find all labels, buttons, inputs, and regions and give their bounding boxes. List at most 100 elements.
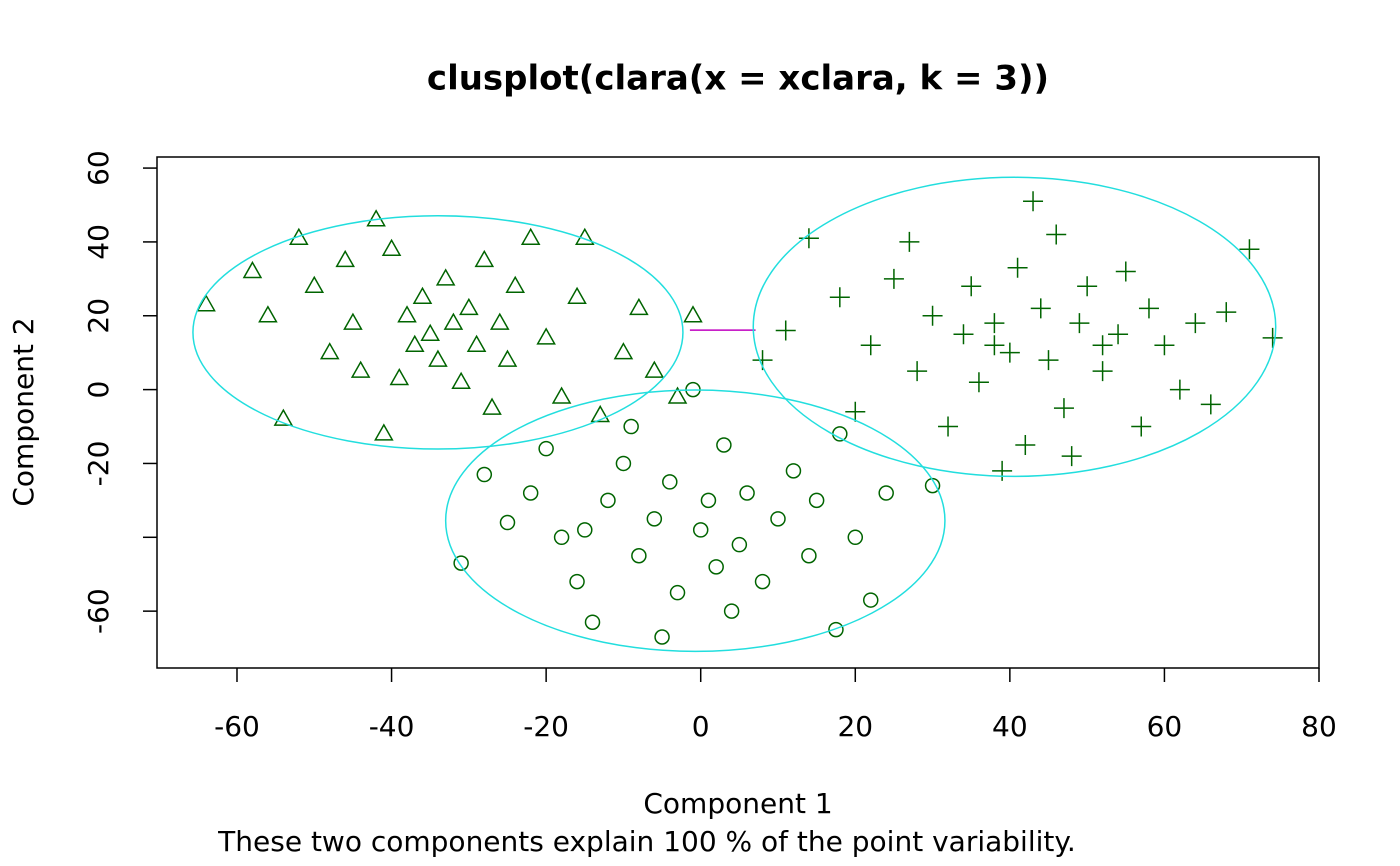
point bbox=[862, 592, 879, 608]
y-tick-label: 60 bbox=[82, 150, 115, 186]
point bbox=[304, 275, 325, 293]
y-tick-label: 40 bbox=[82, 224, 115, 260]
point bbox=[1108, 324, 1129, 345]
point bbox=[654, 629, 670, 645]
point bbox=[350, 360, 371, 378]
point bbox=[482, 397, 502, 415]
point bbox=[1053, 398, 1074, 419]
point bbox=[629, 297, 649, 316]
point bbox=[1038, 350, 1059, 371]
point bbox=[662, 474, 678, 490]
point bbox=[584, 614, 601, 630]
point bbox=[374, 423, 394, 441]
point bbox=[435, 268, 456, 286]
point bbox=[569, 573, 585, 590]
y-tick-label: -20 bbox=[82, 441, 115, 487]
point bbox=[335, 249, 355, 268]
point bbox=[319, 342, 340, 360]
point bbox=[808, 492, 825, 509]
point bbox=[538, 440, 554, 457]
point bbox=[700, 492, 717, 509]
point bbox=[1115, 261, 1136, 282]
point bbox=[522, 485, 539, 501]
point bbox=[961, 276, 982, 297]
point bbox=[922, 305, 943, 326]
point bbox=[1138, 298, 1159, 319]
point bbox=[828, 621, 844, 638]
x-axis-label: Component 1 bbox=[643, 787, 832, 820]
x-tick-label: 60 bbox=[1147, 710, 1183, 743]
point bbox=[389, 368, 410, 386]
point bbox=[1239, 239, 1260, 260]
x-tick-label: -40 bbox=[369, 710, 415, 743]
point bbox=[567, 286, 587, 305]
point bbox=[1169, 379, 1190, 400]
point bbox=[968, 372, 989, 393]
point bbox=[646, 511, 663, 527]
point bbox=[667, 386, 688, 404]
point bbox=[600, 492, 616, 509]
point bbox=[1154, 335, 1175, 356]
point bbox=[984, 313, 1005, 334]
point bbox=[273, 408, 294, 426]
subtitle: These two components explain 100 % of th… bbox=[217, 825, 1076, 858]
point bbox=[381, 238, 402, 257]
point bbox=[451, 371, 471, 389]
point bbox=[623, 418, 639, 435]
point bbox=[242, 260, 263, 279]
point bbox=[847, 529, 864, 546]
point bbox=[1092, 335, 1113, 356]
point bbox=[899, 231, 920, 252]
y-tick-label: 0 bbox=[82, 381, 115, 399]
y-axis-label: Component 2 bbox=[7, 317, 40, 506]
point bbox=[428, 349, 448, 367]
point bbox=[613, 342, 634, 360]
point bbox=[878, 485, 894, 501]
point bbox=[505, 275, 526, 293]
x-tick-label: 80 bbox=[1301, 710, 1337, 743]
plot-frame bbox=[156, 156, 1320, 669]
point bbox=[631, 548, 647, 564]
point bbox=[770, 511, 786, 527]
y-tick-label: 20 bbox=[82, 298, 115, 334]
point bbox=[196, 294, 216, 312]
point bbox=[1262, 327, 1283, 348]
point bbox=[692, 522, 709, 538]
point bbox=[258, 305, 278, 323]
point bbox=[459, 297, 479, 316]
point bbox=[785, 463, 802, 479]
point bbox=[953, 324, 974, 345]
point bbox=[801, 548, 817, 564]
point bbox=[499, 514, 516, 531]
point bbox=[775, 320, 796, 341]
point bbox=[1185, 313, 1206, 334]
point bbox=[1200, 394, 1221, 415]
y-tick-label: -60 bbox=[82, 588, 115, 634]
point bbox=[343, 312, 363, 330]
point bbox=[1131, 416, 1152, 437]
point bbox=[577, 522, 593, 538]
point bbox=[489, 312, 510, 330]
point bbox=[466, 334, 487, 353]
point bbox=[1092, 361, 1113, 382]
point bbox=[1023, 191, 1044, 212]
point bbox=[404, 334, 425, 353]
point bbox=[708, 559, 724, 575]
point bbox=[476, 466, 493, 483]
point bbox=[590, 404, 611, 423]
x-tick-label: 40 bbox=[992, 710, 1028, 743]
cluster-ellipse bbox=[444, 389, 946, 653]
cluster-ellipse bbox=[192, 214, 684, 450]
point bbox=[420, 323, 440, 341]
point bbox=[1061, 446, 1082, 467]
point bbox=[644, 360, 665, 378]
point bbox=[1069, 313, 1090, 334]
point bbox=[520, 227, 541, 245]
point bbox=[731, 536, 748, 553]
point bbox=[999, 342, 1020, 363]
point bbox=[716, 437, 732, 453]
point bbox=[924, 477, 941, 494]
point bbox=[1216, 302, 1237, 323]
point bbox=[551, 386, 572, 404]
x-tick-label: 0 bbox=[692, 710, 710, 743]
